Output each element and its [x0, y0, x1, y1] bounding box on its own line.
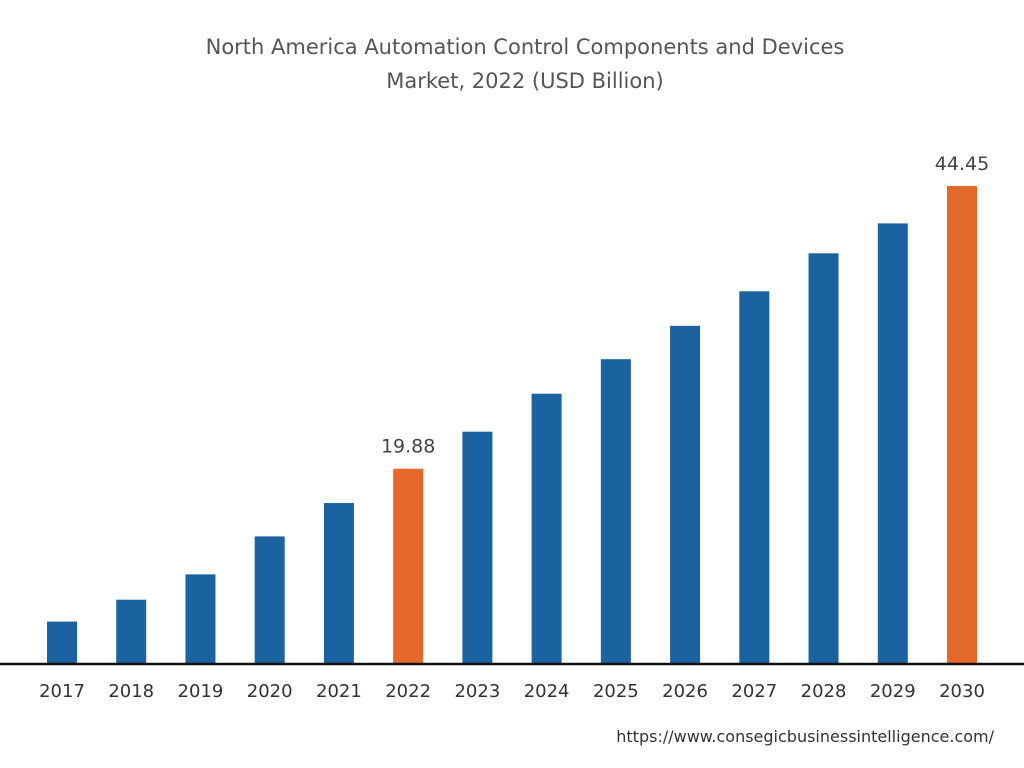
x-tick-label-2022: 2022	[385, 681, 431, 702]
bar-2026	[670, 325, 701, 663]
x-tick-label-2023: 2023	[454, 681, 500, 702]
x-tick-label-2027: 2027	[731, 681, 777, 702]
x-tick-label-2018: 2018	[108, 681, 154, 702]
data-label-2030: 44.45	[935, 153, 989, 175]
bar-2025	[600, 359, 631, 663]
bar-2017	[47, 621, 77, 663]
bar-2021	[323, 503, 354, 663]
bar-2023	[462, 431, 493, 663]
bar-2024	[531, 393, 562, 663]
bar-2030	[947, 186, 977, 663]
bar-2029	[877, 223, 908, 663]
x-tick-label-2017: 2017	[39, 681, 85, 702]
x-tick-label-2030: 2030	[939, 681, 985, 702]
chart-title-line-1: North America Automation Control Compone…	[205, 35, 845, 59]
bar-2027	[739, 291, 770, 663]
x-tick-label-2029: 2029	[870, 681, 916, 702]
bar-2028	[808, 253, 839, 663]
chart-title-line-2: Market, 2022 (USD Billion)	[386, 69, 664, 93]
bar-2019	[185, 574, 216, 663]
data-label-2022: 19.88	[381, 436, 435, 458]
x-tick-label-2026: 2026	[662, 681, 708, 702]
x-tick-label-2021: 2021	[316, 681, 362, 702]
bar-2022	[393, 468, 424, 663]
source-url: https://www.consegicbusinessintelligence…	[616, 727, 994, 746]
bar-2020	[254, 536, 285, 663]
x-tick-label-2024: 2024	[524, 681, 570, 702]
x-tick-label-2028: 2028	[801, 681, 847, 702]
x-tick-label-2019: 2019	[178, 681, 224, 702]
x-tick-label-2025: 2025	[593, 681, 639, 702]
chart-title: North America Automation Control Compone…	[0, 30, 1024, 98]
bar-2018	[116, 599, 147, 663]
x-tick-label-2020: 2020	[247, 681, 293, 702]
